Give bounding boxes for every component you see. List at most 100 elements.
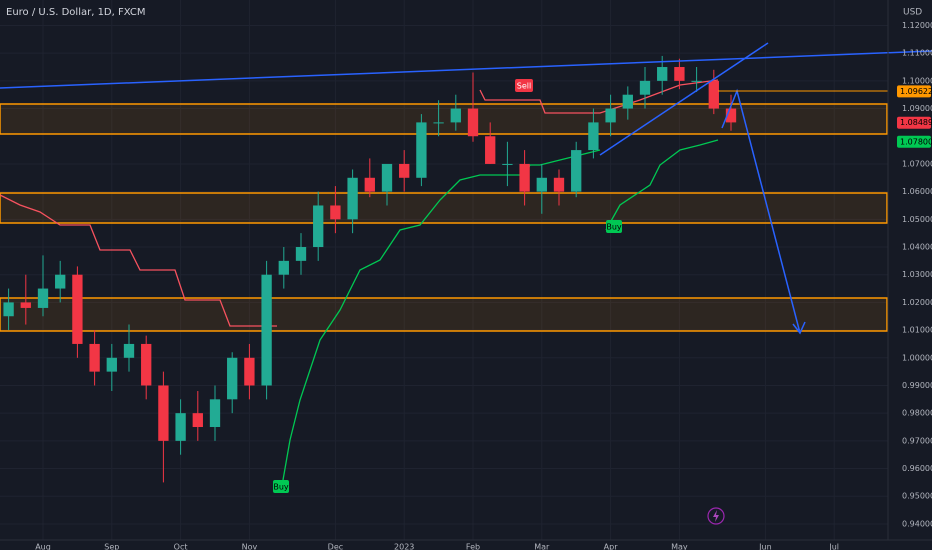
- candle-body: [261, 274, 272, 386]
- candle-body: [72, 274, 83, 344]
- candle-body: [37, 288, 49, 308]
- x-tick-label: Feb: [466, 543, 480, 550]
- candle-body: [123, 343, 135, 358]
- y-tick-label: 1.03000: [902, 270, 932, 279]
- y-tick-label: 1.12000: [902, 21, 932, 30]
- candle-body: [209, 399, 221, 428]
- price-label: 1.08489: [900, 118, 932, 127]
- candle-body: [381, 163, 393, 192]
- candle-body: [450, 108, 461, 123]
- candle-body: [536, 177, 547, 192]
- x-tick-label: Apr: [604, 543, 619, 550]
- y-tick-label: 1.02000: [902, 298, 932, 307]
- candle-body: [433, 122, 444, 124]
- candle-body: [330, 205, 341, 220]
- candle-body: [141, 343, 152, 386]
- candle-body: [502, 163, 513, 165]
- x-tick-label: Dec: [328, 543, 343, 550]
- price-label-box: [897, 135, 931, 148]
- x-tick-label: Jul: [828, 543, 839, 550]
- arrow-head: [792, 321, 806, 335]
- candle-body: [725, 108, 737, 123]
- y-tick-label: 1.04000: [902, 243, 932, 252]
- candle-body: [657, 67, 668, 81]
- wedge-line: [599, 42, 769, 156]
- zone: [0, 297, 888, 332]
- price-label: 1.07800: [900, 137, 932, 146]
- candle-body: [295, 247, 307, 261]
- candle-body: [244, 357, 255, 386]
- candle-body: [553, 177, 565, 192]
- event-icon-bolt: [713, 510, 719, 522]
- y-tick-label: 1.00000: [902, 353, 932, 362]
- x-tick-label: 2023: [394, 543, 414, 550]
- y-tick-label: 1.01000: [902, 326, 932, 335]
- candle-body: [20, 302, 31, 308]
- candle-body: [399, 163, 410, 178]
- candle-body: [347, 177, 358, 220]
- candle-body: [622, 94, 633, 109]
- x-tick-label: Oct: [174, 543, 188, 550]
- zone: [0, 103, 888, 135]
- stop-line-green: [605, 139, 719, 231]
- buy-label: Buy: [606, 223, 622, 232]
- candle-body: [605, 108, 616, 123]
- price-label-box: [897, 85, 931, 98]
- buy-tag: [273, 480, 289, 493]
- candle-body: [571, 150, 582, 192]
- candle-body: [227, 357, 238, 400]
- stop-line-red: [479, 79, 719, 114]
- x-tick-label: Mar: [534, 543, 550, 550]
- candle-body: [588, 122, 599, 151]
- y-tick-label: 1.09000: [902, 104, 932, 113]
- candle-body: [313, 205, 324, 248]
- x-tick-label: Nov: [242, 543, 258, 550]
- candle-body: [364, 177, 375, 192]
- candle-body: [519, 163, 530, 192]
- candle-body: [485, 136, 496, 164]
- candle-body: [467, 108, 479, 137]
- candle-body: [3, 302, 14, 317]
- candle-body: [708, 80, 719, 109]
- x-tick-label: Jun: [758, 543, 772, 550]
- candle-body: [674, 67, 685, 81]
- y-tick-label: 0.98000: [902, 409, 932, 418]
- candle-body: [639, 80, 651, 95]
- stop-line-red: [0, 194, 277, 327]
- trend-line: [0, 50, 932, 89]
- y-tick-label: 0.95000: [902, 492, 932, 501]
- candle-body: [106, 357, 117, 372]
- candle-body: [175, 413, 186, 441]
- candle-body: [192, 413, 203, 428]
- chart-title: Euro / U.S. Dollar, 1D, FXCM: [6, 7, 145, 18]
- event-icon[interactable]: [707, 507, 725, 525]
- x-tick-label: Aug: [35, 543, 51, 550]
- sell-label: Sell: [517, 82, 531, 91]
- y-tick-label: 0.94000: [902, 519, 932, 528]
- x-tick-label: May: [671, 543, 688, 550]
- candle-body: [55, 274, 66, 289]
- stop-line-green: [282, 149, 601, 481]
- zone: [0, 192, 888, 224]
- y-axis-label: USD: [903, 8, 922, 18]
- grid: [0, 0, 888, 540]
- y-tick-label: 1.11000: [902, 49, 932, 58]
- candle-body: [278, 260, 289, 275]
- y-tick-label: 0.97000: [902, 436, 932, 445]
- candle-body: [416, 122, 427, 178]
- sell-tag: [515, 79, 533, 92]
- y-tick-label: 1.06000: [902, 187, 932, 196]
- y-tick-label: 0.96000: [902, 464, 932, 473]
- candle-body: [89, 343, 100, 372]
- axis: 0.94000 0.95000 0.96000 0.97000 0.98000 0.990…: [35, 21, 932, 550]
- x-tick-label: Sep: [104, 543, 119, 550]
- candle-body: [158, 385, 169, 441]
- y-tick-label: 1.07000: [902, 159, 932, 168]
- price-label-box: [897, 116, 931, 129]
- candle-body: [691, 80, 702, 82]
- candles: [3, 55, 737, 483]
- buy-label: Buy: [273, 483, 289, 492]
- y-tick-label: 1.05000: [902, 215, 932, 224]
- price-label: 1.09622: [900, 87, 932, 96]
